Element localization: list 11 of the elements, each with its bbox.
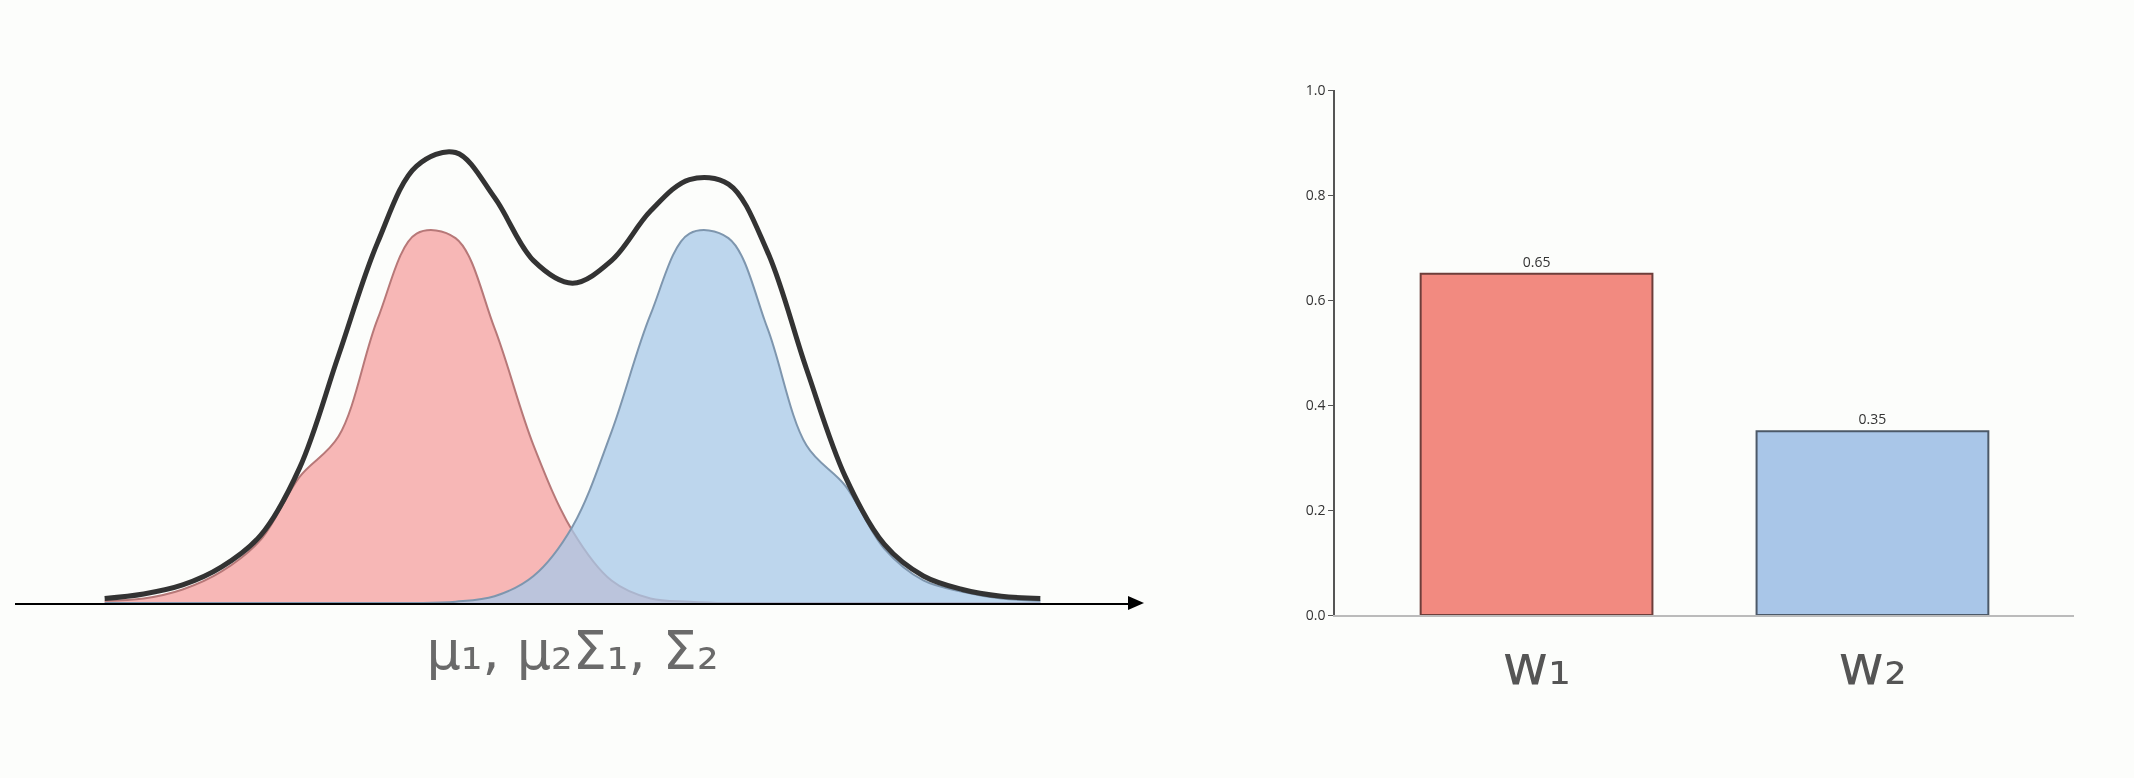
x-tick-label: w₂ [1838,631,1907,697]
y-tick-label: 1.0 [1305,79,1326,99]
x-axis-title: μ₁, μ₂Σ₁, Σ₂ [426,619,719,683]
y-tick-label: 0.0 [1305,604,1326,624]
data-label: 0.35 [1858,409,1887,429]
y-tick-label: 0.6 [1305,289,1326,309]
y-tick-label: 0.4 [1305,394,1326,414]
y-tick-label: 0.8 [1305,184,1326,204]
x-tick-label: w₁ [1502,631,1571,697]
y-tick-label: 0.2 [1305,499,1326,519]
data-label: 0.65 [1522,251,1551,271]
